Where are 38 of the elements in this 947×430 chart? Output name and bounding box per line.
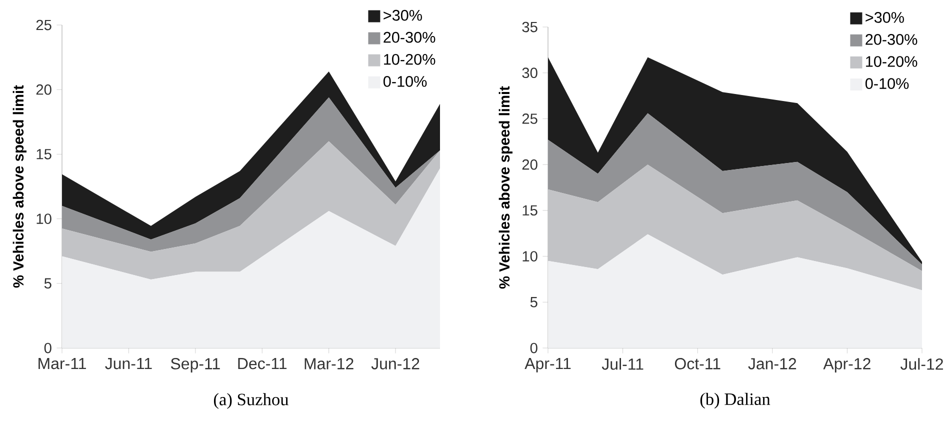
x-tick-label: Jan-12 [748, 358, 796, 370]
legend-label: 10-20% [866, 56, 918, 67]
x-tick-label: Apr-11 [524, 358, 571, 372]
y-tick-label: 15 [522, 205, 538, 216]
x-tick-label: Dec-11 [238, 358, 287, 370]
x-tick-label: Mar-11 [38, 358, 86, 370]
legend-label: 20-30% [866, 34, 918, 45]
legend-label: >30% [384, 10, 422, 21]
x-tick-label: Apr-12 [823, 358, 870, 373]
y-axis-title: % Vehicles above speed limit [498, 86, 512, 289]
y-tick-label: 0 [530, 342, 538, 354]
y-tick-label: 35 [522, 22, 538, 32]
legend-label: 0-10% [865, 78, 909, 89]
x-tick-label: Mar-12 [304, 358, 354, 370]
y-tick-label: 30 [522, 68, 538, 78]
y-tick-label: 25 [36, 20, 52, 30]
legend-label: 20-30% [384, 32, 436, 43]
y-tick-label: 5 [44, 278, 52, 289]
legend-label: >30% [866, 12, 904, 23]
y-axis-title: % Vehicles above speed limit [12, 85, 26, 288]
y-tick-label: 25 [522, 114, 538, 124]
text: (a) Suzhou [214, 393, 288, 409]
y-tick-label: 5 [530, 297, 538, 308]
x-tick-label: Oct-11 [674, 358, 720, 370]
y-tick-label: 10 [36, 214, 52, 224]
y-tick-label: 10 [522, 251, 538, 262]
text: (b) Dalian [700, 392, 770, 409]
x-tick-label: Jul-12 [900, 358, 943, 370]
y-tick-label: 20 [36, 84, 52, 95]
y-tick-label: 15 [36, 149, 52, 160]
x-tick-label: Sep-11 [170, 358, 220, 373]
legend-label: 10-20% [384, 54, 436, 65]
legend-label: 0-10% [383, 76, 427, 87]
y-tick-label: 0 [44, 342, 52, 354]
x-tick-label: Jun-12 [371, 358, 420, 370]
x-tick-label: Jun-11 [105, 358, 152, 370]
x-tick-label: Jul-11 [602, 358, 644, 370]
y-tick-label: 20 [522, 159, 538, 170]
